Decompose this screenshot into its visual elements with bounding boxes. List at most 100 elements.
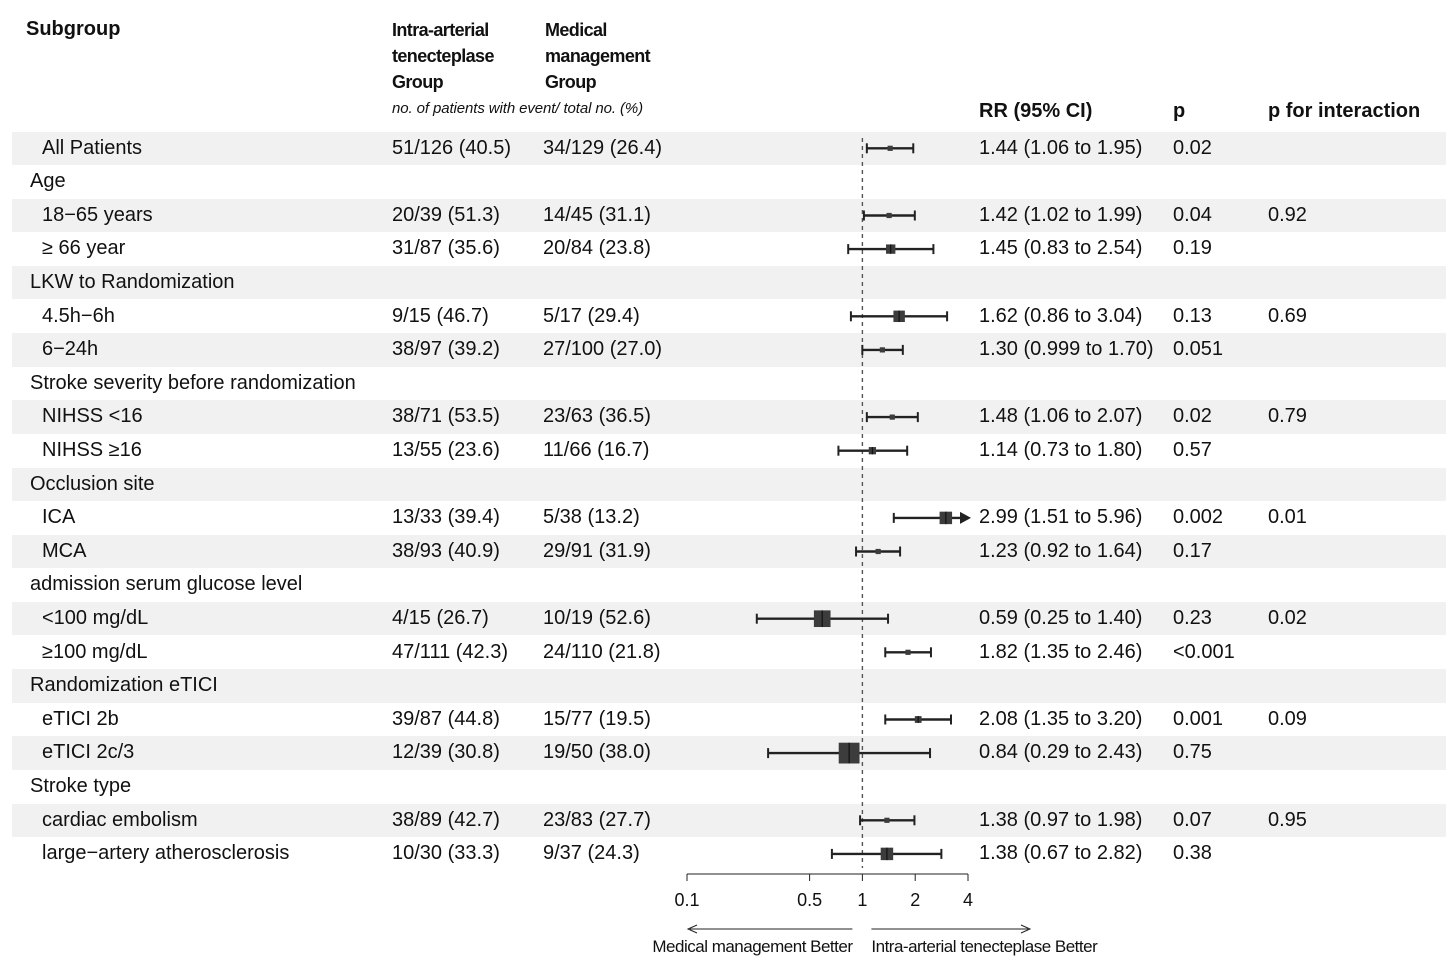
- group1-count: 51/126 (40.5): [392, 136, 511, 159]
- p-interaction-value: 0.02: [1268, 606, 1307, 629]
- table-row: cardiac embolism 38/89 (42.7) 23/83 (27.7)…: [12, 803, 1446, 838]
- p-value: 0.001: [1173, 707, 1224, 730]
- rr-value: 2.99 (1.51 to 5.96): [979, 506, 1143, 529]
- ci-arrow: [960, 511, 971, 524]
- row-label: NIHSS ≥16: [42, 438, 142, 461]
- subgroup-category-row: Occlusion site: [12, 467, 1446, 502]
- p-interaction-value: 0.95: [1268, 808, 1307, 831]
- p-value: 0.07: [1173, 808, 1212, 831]
- p-interaction-value: 0.09: [1268, 707, 1307, 730]
- p-value: 0.13: [1173, 304, 1212, 327]
- table-row: ≥ 66 year 31/87 (35.6) 20/84 (23.8) 1.45 (0…: [12, 232, 1446, 266]
- group2-count: 19/50 (38.0): [543, 741, 651, 764]
- rr-value: 1.14 (0.73 to 1.80): [979, 438, 1143, 461]
- group2-count: 14/45 (31.1): [543, 203, 651, 226]
- counts-note: no. of patients with event/ total no. (%…: [392, 100, 644, 117]
- rr-value: 1.48 (1.06 to 2.07): [979, 405, 1143, 428]
- row-label: <100 mg/dL: [42, 606, 149, 629]
- subgroup-category-row: Randomization eTICI: [12, 669, 1446, 703]
- row-label: MCA: [42, 539, 87, 562]
- table-row: eTICI 2b 39/87 (44.8) 15/77 (19.5) 2.08 (1.…: [12, 703, 1446, 737]
- rr-value: 1.44 (1.06 to 1.95): [979, 136, 1143, 159]
- rr-point: [886, 212, 892, 219]
- x-tick-label: 4: [963, 890, 973, 910]
- rr-point: [875, 548, 881, 555]
- group2-header-line: Group: [545, 72, 597, 92]
- group1-count: 38/71 (53.5): [392, 405, 500, 428]
- row-label: Randomization eTICI: [30, 674, 218, 697]
- x-tick-label: 2: [910, 890, 920, 910]
- p-value: 0.002: [1173, 506, 1224, 529]
- table-row: 6−24h 38/97 (39.2) 27/100 (27.0) 1.30 (0.99…: [12, 333, 1446, 367]
- group2-count: 5/17 (29.4): [543, 304, 640, 327]
- rr-point: [889, 414, 895, 420]
- p-interaction-value: 0.92: [1268, 203, 1307, 226]
- row-label: admission serum glucose level: [30, 573, 303, 596]
- subgroup-category-row: Stroke type: [12, 770, 1446, 804]
- rr-point: [884, 817, 890, 823]
- rr-point: [905, 649, 911, 655]
- group2-count: 9/37 (24.3): [543, 842, 640, 865]
- group1-count: 31/87 (35.6): [392, 237, 500, 260]
- row-label: 4.5h−6h: [42, 304, 115, 327]
- group2-header-line: management: [545, 46, 651, 66]
- table-row: MCA 38/93 (40.9) 29/91 (31.9) 1.23 (0.92 to…: [12, 534, 1446, 569]
- row-label: eTICI 2c/3: [42, 741, 135, 764]
- p-value: 0.04: [1173, 203, 1212, 226]
- p-value: 0.57: [1173, 438, 1212, 461]
- x-tick-label: 0.5: [797, 890, 822, 910]
- p-value: 0.75: [1173, 741, 1212, 764]
- rr-value: 0.84 (0.29 to 2.43): [979, 741, 1143, 764]
- subgroup-category-row: admission serum glucose level: [12, 568, 1446, 602]
- right-direction-label: Intra-arterial tenecteplase Better: [871, 937, 1098, 956]
- left-arrowhead: [686, 924, 698, 934]
- p-interaction-value: 0.69: [1268, 304, 1307, 327]
- table-row: large−artery atherosclerosis 10/30 (33.3)…: [12, 837, 1446, 871]
- subgroup-category-row: LKW to Randomization: [12, 265, 1446, 300]
- row-label: ≥ 66 year: [42, 237, 126, 260]
- group1-count: 10/30 (33.3): [392, 842, 500, 865]
- group2-count: 24/110 (21.8): [543, 640, 661, 663]
- table-row: <100 mg/dL 4/15 (26.7) 10/19 (52.6) 0.59 (0…: [12, 601, 1446, 636]
- p-value: 0.051: [1173, 338, 1224, 361]
- x-tick-label: 0.1: [674, 890, 699, 910]
- rr-value: 1.45 (0.83 to 2.54): [979, 237, 1143, 260]
- row-label: ≥100 mg/dL: [42, 640, 148, 663]
- group2-count: 23/63 (36.5): [543, 405, 651, 428]
- group1-count: 39/87 (44.8): [392, 707, 500, 730]
- table-row: 4.5h−6h 9/15 (46.7) 5/17 (29.4) 1.62 (0.86 …: [12, 300, 1446, 334]
- rr-value: 1.38 (0.67 to 2.82): [979, 842, 1143, 865]
- group1-count: 38/89 (42.7): [392, 808, 500, 831]
- rr-header: RR (95% CI): [979, 100, 1093, 122]
- row-label: large−artery atherosclerosis: [42, 842, 290, 865]
- group1-header-line: tenecteplase: [392, 46, 494, 66]
- rr-value: 1.38 (0.97 to 1.98): [979, 808, 1143, 831]
- rr-value: 0.59 (0.25 to 1.40): [979, 606, 1143, 629]
- group1-count: 13/33 (39.4): [392, 506, 500, 529]
- rr-value: 1.82 (1.35 to 2.46): [979, 640, 1143, 663]
- group1-count: 12/39 (30.8): [392, 741, 500, 764]
- group1-count: 9/15 (46.7): [392, 304, 489, 327]
- row-label: 18−65 years: [42, 203, 153, 226]
- table-row: ≥100 mg/dL 47/111 (42.3) 24/110 (21.8) 1.82…: [12, 636, 1446, 670]
- row-label: NIHSS <16: [42, 405, 143, 428]
- group1-count: 38/97 (39.2): [392, 338, 500, 361]
- group2-count: 27/100 (27.0): [543, 338, 662, 361]
- group2-count: 5/38 (13.2): [543, 506, 640, 529]
- group2-count: 29/91 (31.9): [543, 539, 651, 562]
- p-value: <0.001: [1173, 640, 1235, 663]
- group2-count: 10/19 (52.6): [543, 606, 651, 629]
- group1-header: Intra-arterial tenecteplase Group: [392, 17, 494, 95]
- group2-count: 20/84 (23.8): [543, 237, 651, 260]
- table-row: NIHSS ≥16 13/55 (23.6) 11/66 (16.7) 1.14 (0…: [12, 434, 1446, 468]
- subgroup-category-row: Stroke severity before randomization: [12, 367, 1446, 401]
- p-value: 0.38: [1173, 842, 1212, 865]
- group1-count: 13/55 (23.6): [392, 438, 500, 461]
- group1-header-line: Intra-arterial: [392, 20, 489, 40]
- p-interaction-value: 0.79: [1268, 405, 1307, 428]
- group2-header: Medical management Group: [545, 17, 651, 95]
- table-row: NIHSS <16 38/71 (53.5) 23/63 (36.5) 1.48 (1…: [12, 400, 1446, 434]
- rr-value: 1.23 (0.92 to 1.64): [979, 539, 1143, 562]
- group1-count: 4/15 (26.7): [392, 606, 489, 629]
